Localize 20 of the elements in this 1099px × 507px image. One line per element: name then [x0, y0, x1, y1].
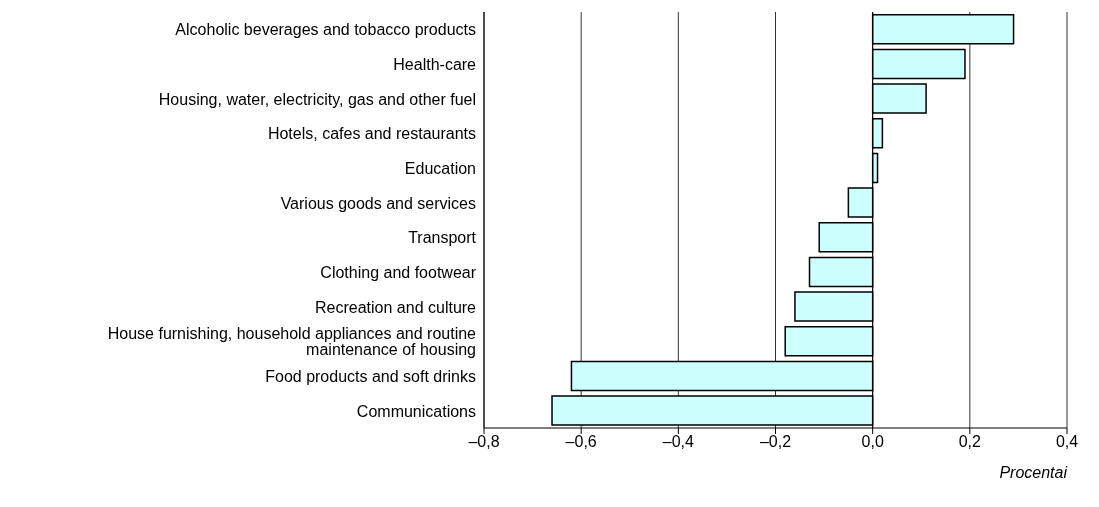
- x-tick-label: 0,4: [1055, 433, 1079, 451]
- x-axis-title: Procentai: [999, 464, 1068, 481]
- y-tick-label: Transport: [408, 228, 477, 246]
- y-tick-label: House furnishing, household appliances and routine maintenance of housing: [107, 324, 477, 358]
- y-tick-label: Education: [404, 159, 476, 177]
- x-tick-label: 0,2: [958, 433, 982, 451]
- y-tick-label: Recreation and culture: [315, 298, 477, 316]
- y-tick-label: Clothing and footwear: [320, 263, 477, 281]
- y-tick-label: Food products and soft drinks: [265, 367, 476, 385]
- y-tick-label: Hotels, cafes and restaurants: [267, 124, 476, 142]
- x-tick-label: 0,0: [861, 433, 884, 451]
- y-tick-label: Health-care: [393, 55, 477, 73]
- y-tick-label: Housing, water, electricity, gas and other fuel: [158, 90, 476, 108]
- x-tick-label: –0,2: [759, 433, 792, 451]
- y-tick-label: Communications: [356, 402, 476, 420]
- x-tick-label: –0,8: [468, 433, 500, 451]
- x-tick-label: –0,6: [565, 433, 597, 451]
- y-tick-label: Alcoholic beverages and tobacco products: [175, 20, 476, 38]
- y-tick-label: Various goods and services: [280, 194, 476, 212]
- x-tick-label: –0,4: [662, 433, 695, 451]
